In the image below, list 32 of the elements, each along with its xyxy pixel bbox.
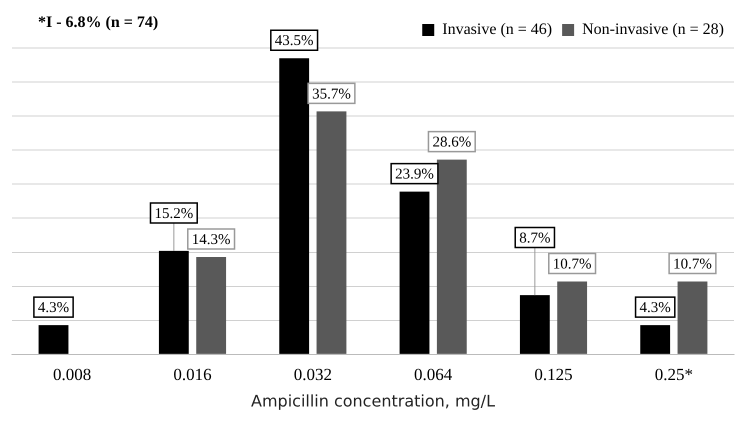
data-label: 15.2% <box>154 206 194 222</box>
data-label: 10.7% <box>552 256 592 272</box>
bar <box>316 111 346 354</box>
data-label: 35.7% <box>312 86 351 102</box>
x-tick-label: 0.064 <box>414 365 453 384</box>
bar <box>678 282 708 354</box>
bar <box>436 160 467 354</box>
legend-label: Non-invasive (n = 28) <box>582 21 724 38</box>
data-label: 8.7% <box>519 230 550 246</box>
x-tick-label: 0.016 <box>173 365 212 384</box>
bar <box>640 325 670 354</box>
x-tick-label: 0.008 <box>53 365 92 384</box>
data-label: 4.3% <box>38 300 70 316</box>
data-label: 4.3% <box>640 300 671 316</box>
data-label: 28.6% <box>432 134 472 151</box>
bar <box>38 325 68 354</box>
bar <box>520 295 550 354</box>
bar <box>158 250 189 354</box>
data-label: 14.3% <box>192 232 231 248</box>
x-axis-title: Ampicillin concentration, mg/L <box>251 392 496 411</box>
data-label: 23.9% <box>395 166 434 183</box>
x-tick-label: 0.125 <box>534 365 573 384</box>
legend-label: Invasive (n = 46) <box>442 21 552 38</box>
bar <box>400 192 430 354</box>
data-label: 43.5% <box>274 33 314 50</box>
data-label: 10.7% <box>673 256 712 272</box>
chart-title: *I - 6.8% (n = 74) <box>38 14 158 32</box>
x-tick-label: 0.032 <box>294 365 332 384</box>
bar <box>279 58 310 354</box>
bar <box>557 282 588 354</box>
bar <box>196 257 226 354</box>
x-tick-label: 0.25* <box>654 365 693 384</box>
